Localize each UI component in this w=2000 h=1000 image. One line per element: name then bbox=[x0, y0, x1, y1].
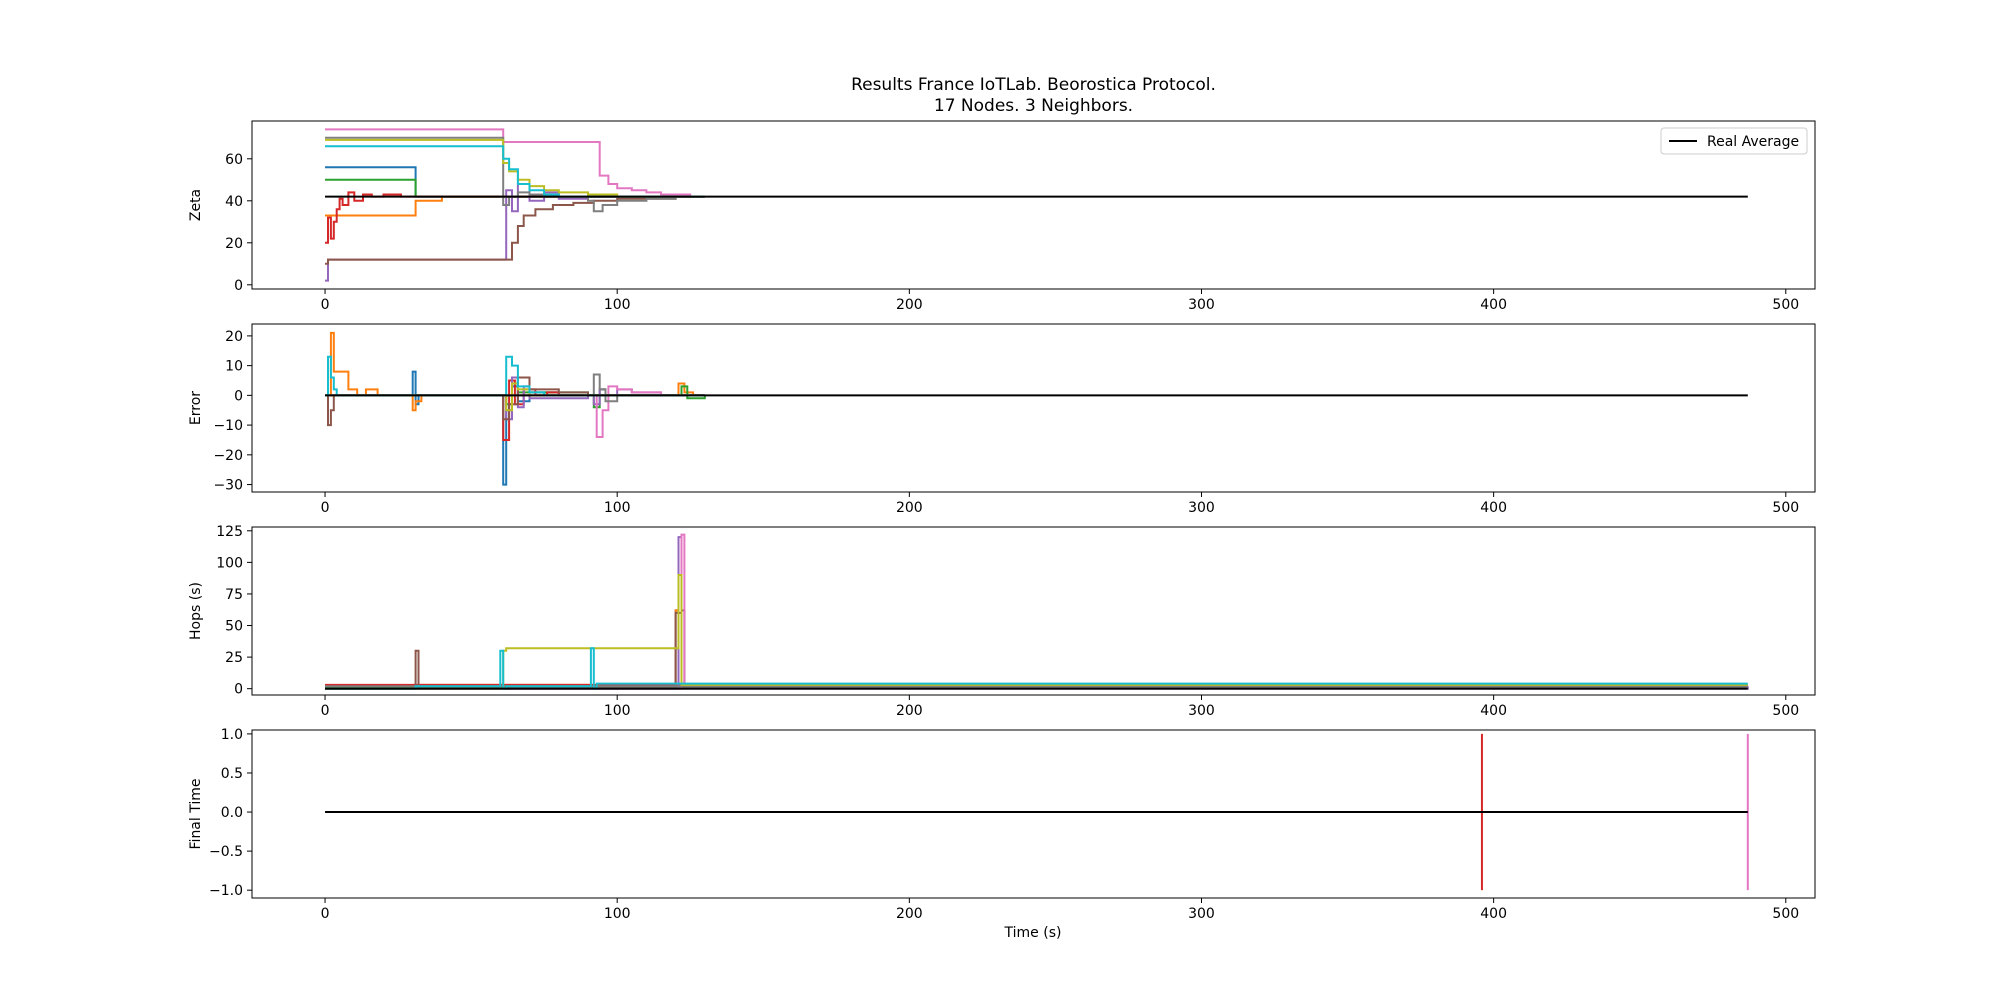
y-tick-label: −10 bbox=[213, 418, 243, 434]
legend-box bbox=[1660, 127, 1808, 155]
x-tick-label: 0 bbox=[321, 906, 330, 922]
series-line-2 bbox=[325, 178, 705, 198]
y-tick-label: 25 bbox=[225, 650, 243, 666]
x-tick-label: 400 bbox=[1480, 500, 1507, 516]
y-tick-label: 10 bbox=[225, 359, 243, 375]
x-tick-label: 300 bbox=[1188, 297, 1215, 313]
zeta-subplot: 0 100 200 300 400 500 0 20 40 60 Zeta Real Average bbox=[188, 120, 1816, 313]
y-tick-label: 20 bbox=[225, 329, 243, 345]
x-tick-label: 0 bbox=[321, 703, 330, 719]
y-axis-label: Zeta bbox=[188, 189, 204, 221]
x-tick-label: 100 bbox=[604, 500, 631, 516]
y-axis-label: Hops (s) bbox=[188, 582, 204, 640]
y-tick-label: −0.5 bbox=[209, 844, 243, 860]
figure-title-line-2: 17 Nodes. 3 Neighbors. bbox=[933, 96, 1134, 116]
y-axis-label: Error bbox=[188, 391, 204, 425]
x-tick-label: 300 bbox=[1188, 500, 1215, 516]
series-line-8 bbox=[325, 138, 705, 198]
y-tick-label: 125 bbox=[216, 524, 243, 540]
x-tick-label: 500 bbox=[1772, 906, 1799, 922]
x-tick-label: 100 bbox=[604, 906, 631, 922]
series-line-6 bbox=[325, 533, 1748, 690]
y-axis-label: Final Time bbox=[188, 779, 204, 850]
y-tick-label: 40 bbox=[225, 194, 243, 210]
x-tick-label: 100 bbox=[604, 297, 631, 313]
y-tick-label: 60 bbox=[225, 152, 243, 168]
x-tick-label: 200 bbox=[896, 703, 923, 719]
y-tick-label: 0.0 bbox=[221, 805, 243, 821]
y-tick-label: 0 bbox=[234, 682, 243, 698]
x-tick-label: 300 bbox=[1188, 703, 1215, 719]
x-tick-label: 200 bbox=[896, 906, 923, 922]
series-line-3 bbox=[325, 379, 705, 441]
y-tick-label: −20 bbox=[213, 448, 243, 464]
y-tick-label: 20 bbox=[225, 236, 243, 252]
y-tick-label: 0 bbox=[234, 388, 243, 404]
legend-entry-label: Real Average bbox=[1707, 134, 1799, 150]
y-tick-label: 50 bbox=[225, 619, 243, 635]
series-line-8 bbox=[325, 574, 1748, 690]
axes-frame bbox=[251, 120, 1816, 290]
x-tick-label: 500 bbox=[1772, 500, 1799, 516]
series-line-9 bbox=[325, 647, 1748, 690]
series-line-5 bbox=[325, 195, 705, 265]
series-line-1 bbox=[325, 609, 1748, 690]
y-tick-label: 0.5 bbox=[221, 766, 243, 782]
series-line-0 bbox=[325, 609, 1748, 690]
axes-frame bbox=[251, 323, 1816, 493]
x-tick-label: 300 bbox=[1188, 906, 1215, 922]
error-subplot: 0 100 200 300 400 500 −30 −20 −10 0 10 20 Error bbox=[188, 323, 1816, 516]
series-line-3 bbox=[325, 191, 705, 244]
y-tick-label: 0 bbox=[234, 278, 243, 294]
x-tick-label: 500 bbox=[1772, 297, 1799, 313]
series-line-5 bbox=[325, 609, 1748, 690]
series-line-6 bbox=[325, 128, 705, 198]
y-tick-label: −1.0 bbox=[209, 883, 243, 899]
series-line-5 bbox=[325, 376, 705, 427]
x-tick-label: 200 bbox=[896, 297, 923, 313]
axes-frame bbox=[251, 729, 1816, 899]
x-tick-label: 400 bbox=[1480, 703, 1507, 719]
y-tick-label: 1.0 bbox=[221, 727, 243, 743]
y-tick-label: 75 bbox=[225, 587, 243, 603]
y-tick-label: −30 bbox=[213, 478, 243, 494]
x-tick-label: 400 bbox=[1480, 297, 1507, 313]
x-tick-label: 0 bbox=[321, 500, 330, 516]
x-tick-label: 0 bbox=[321, 297, 330, 313]
series-line-4 bbox=[325, 536, 1749, 690]
x-tick-label: 100 bbox=[604, 703, 631, 719]
final-time-subplot: 0 100 200 300 400 500 −1.0 −0.5 0.0 0.5 1.0 Final T… bbox=[188, 727, 1816, 922]
series-line-7 bbox=[325, 136, 705, 213]
y-tick-label: 100 bbox=[216, 555, 243, 571]
legend: Real Average bbox=[1660, 127, 1808, 155]
x-tick-label: 400 bbox=[1480, 906, 1507, 922]
x-axis-label: Time (s) bbox=[1004, 925, 1062, 941]
x-tick-label: 500 bbox=[1772, 703, 1799, 719]
figure-title-line-1: Results France IoTLab. Beorostica Protoc… bbox=[851, 75, 1216, 95]
axes-frame bbox=[251, 526, 1816, 696]
x-tick-label: 200 bbox=[896, 500, 923, 516]
hops-subplot: 0 100 200 300 400 500 0 25 50 75 100 125 Hops (s) bbox=[188, 524, 1816, 719]
